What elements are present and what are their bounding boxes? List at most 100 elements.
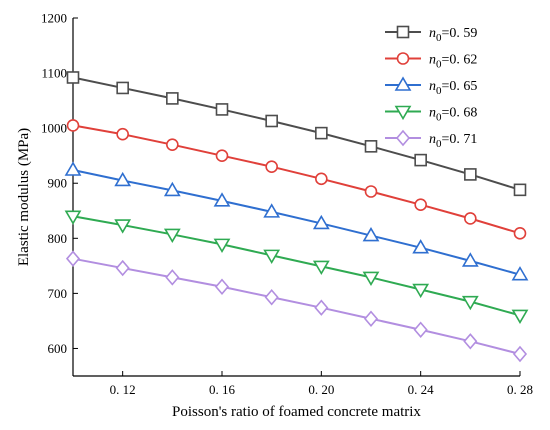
legend-label: n0=0. 68 bbox=[429, 106, 477, 124]
legend-subscript: 0 bbox=[436, 59, 442, 71]
data-point bbox=[463, 333, 478, 350]
data-point bbox=[265, 160, 278, 174]
series-1 bbox=[66, 119, 527, 240]
legend-entry: n0=0. 71 bbox=[385, 129, 477, 150]
series-line bbox=[72, 169, 521, 276]
data-point bbox=[314, 299, 329, 316]
legend-value: =0. 71 bbox=[442, 132, 478, 147]
data-point bbox=[163, 181, 181, 197]
data-point bbox=[264, 289, 279, 306]
series-0 bbox=[66, 71, 527, 197]
legend-entry: n0=0. 65 bbox=[385, 76, 477, 97]
data-point bbox=[464, 168, 477, 181]
data-point bbox=[215, 149, 229, 162]
legend-value: =0. 62 bbox=[442, 53, 478, 68]
data-point bbox=[364, 185, 378, 198]
data-point bbox=[263, 203, 281, 218]
series-line bbox=[72, 215, 521, 317]
legend-subscript: 0 bbox=[436, 85, 442, 97]
series-3 bbox=[64, 210, 529, 325]
data-point bbox=[213, 238, 231, 253]
data-point bbox=[362, 226, 380, 242]
y-tick-label: 700 bbox=[48, 286, 68, 301]
data-point bbox=[512, 345, 528, 363]
x-tick-label: 0. 24 bbox=[408, 382, 435, 397]
legend-symbol: n bbox=[429, 106, 436, 121]
legend-marker bbox=[394, 76, 412, 91]
series-line bbox=[72, 76, 521, 191]
y-tick-label: 1000 bbox=[41, 121, 67, 136]
legend-entry: n0=0. 68 bbox=[385, 106, 477, 124]
data-point bbox=[115, 259, 130, 277]
data-point bbox=[265, 114, 278, 128]
data-point bbox=[511, 309, 529, 325]
series-line bbox=[72, 124, 521, 235]
legend-entry: n0=0. 59 bbox=[385, 25, 477, 44]
data-point bbox=[166, 92, 179, 105]
y-tick-label: 600 bbox=[48, 341, 68, 356]
data-point bbox=[116, 81, 129, 95]
y-tick-label: 1100 bbox=[41, 66, 67, 81]
legend-entry: n0=0. 62 bbox=[385, 52, 477, 71]
x-tick-label: 0. 20 bbox=[308, 382, 334, 397]
data-point bbox=[511, 266, 529, 281]
data-point bbox=[513, 227, 527, 240]
legend-value: =0. 59 bbox=[442, 26, 478, 41]
data-point bbox=[116, 127, 129, 141]
data-point bbox=[65, 250, 81, 267]
series-layer bbox=[64, 71, 529, 363]
data-point bbox=[513, 183, 527, 197]
data-point bbox=[363, 310, 379, 327]
legend-value: =0. 65 bbox=[442, 79, 478, 94]
x-tick-label: 0. 16 bbox=[209, 382, 236, 397]
data-point bbox=[413, 321, 428, 338]
y-axis-title: Elastic modulus (MPa) bbox=[16, 128, 32, 266]
legend-symbol: n bbox=[429, 132, 436, 147]
legend-subscript: 0 bbox=[436, 138, 442, 150]
data-point bbox=[312, 214, 330, 230]
x-axis-title: Poisson's ratio of foamed concrete matri… bbox=[172, 404, 421, 420]
legend-marker bbox=[396, 25, 410, 39]
x-tick-label: 0. 12 bbox=[110, 382, 136, 397]
y-tick-label: 800 bbox=[48, 231, 68, 246]
data-point bbox=[66, 71, 80, 84]
data-point bbox=[461, 295, 479, 311]
data-point bbox=[114, 219, 132, 234]
legend-subscript: 0 bbox=[436, 112, 442, 124]
data-point bbox=[364, 140, 378, 153]
data-point bbox=[64, 161, 82, 176]
data-point bbox=[214, 278, 230, 296]
data-point bbox=[166, 138, 179, 151]
series-line bbox=[72, 257, 521, 355]
data-point bbox=[315, 172, 328, 186]
x-tick-label: 0. 28 bbox=[507, 382, 533, 397]
y-tick-label: 900 bbox=[48, 176, 68, 191]
data-point bbox=[64, 210, 82, 225]
series-4 bbox=[65, 250, 528, 363]
data-point bbox=[414, 153, 427, 167]
data-point bbox=[312, 260, 330, 275]
y-tick-label: 1200 bbox=[41, 11, 67, 26]
legend-symbol: n bbox=[429, 53, 436, 68]
data-point bbox=[263, 249, 281, 264]
series-2 bbox=[64, 161, 529, 281]
data-point bbox=[213, 192, 231, 207]
data-point bbox=[414, 198, 427, 212]
legend-label: n0=0. 71 bbox=[429, 132, 477, 150]
legend-label: n0=0. 65 bbox=[429, 79, 477, 97]
legend-label: n0=0. 62 bbox=[429, 53, 477, 71]
data-point bbox=[464, 212, 477, 225]
data-point bbox=[66, 119, 80, 132]
data-point bbox=[362, 271, 380, 287]
data-point bbox=[165, 269, 180, 286]
legend-label: n0=0. 59 bbox=[429, 26, 477, 44]
data-point bbox=[315, 126, 328, 140]
legend-marker bbox=[395, 129, 411, 147]
legend-symbol: n bbox=[429, 26, 436, 41]
legend-marker bbox=[396, 52, 410, 65]
data-point bbox=[412, 239, 430, 254]
data-point bbox=[461, 252, 479, 267]
